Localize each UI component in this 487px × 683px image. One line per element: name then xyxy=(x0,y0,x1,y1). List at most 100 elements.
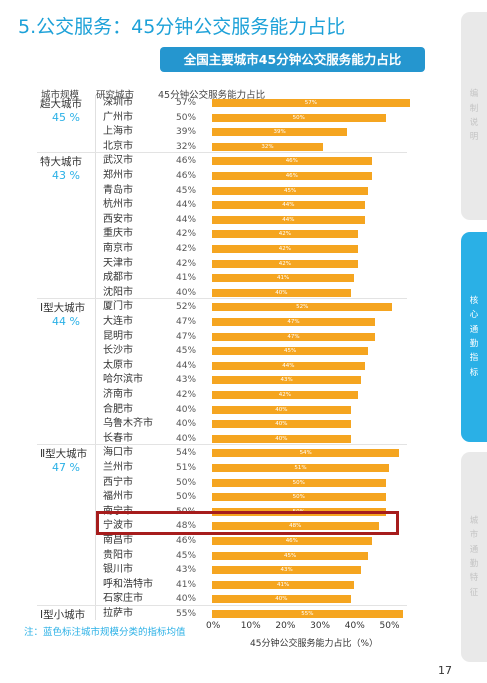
bar-data-label: 50% xyxy=(292,479,305,486)
city-name: 南昌市 xyxy=(103,535,133,546)
city-name: 南京市 xyxy=(103,243,133,254)
value-label: 40% xyxy=(176,287,197,298)
bar: 50% xyxy=(212,493,386,502)
value-label: 41% xyxy=(176,579,197,590)
bar-data-label: 47% xyxy=(287,319,300,325)
value-label: 41% xyxy=(176,273,197,284)
city-name: 西宁市 xyxy=(103,476,133,488)
bar-data-label: 57% xyxy=(304,100,317,106)
chart-row: 乌鲁木齐市 40% 40% xyxy=(0,417,420,431)
bar: 50% xyxy=(212,478,386,487)
bar-data-label: 46% xyxy=(285,173,298,179)
city-name: 太原市 xyxy=(103,359,133,371)
city-name: 大连市 xyxy=(103,316,133,327)
chart-row: 天津市 42% 42% xyxy=(0,257,420,271)
chart-row: 银川市 43% 43% xyxy=(0,563,420,577)
x-axis-title: 45分钟公交服务能力占比（%） xyxy=(250,639,379,649)
bar: 40% xyxy=(212,420,351,429)
city-scale-label: 超大城市 xyxy=(40,98,82,110)
header-city: 研究城市 xyxy=(96,90,135,101)
bar-data-label: 50% xyxy=(292,114,305,121)
chart-row: 济南市 42% 42% xyxy=(0,388,420,402)
value-label: 40% xyxy=(176,419,197,430)
city-name: 郑州市 xyxy=(103,170,133,181)
chart-row: 广州市 50% 50% xyxy=(0,111,420,125)
chart-row: 昆明市 47% 47% xyxy=(0,330,420,344)
city-name: 天津市 xyxy=(103,257,133,269)
chart-row: 深圳市 57% 57% xyxy=(0,96,420,110)
side-tab-label: 城市通勤特征 xyxy=(469,515,479,598)
value-label: 50% xyxy=(176,492,197,503)
side-tab[interactable]: 编制说明 xyxy=(461,12,487,220)
bar: 40% xyxy=(212,434,351,443)
city-name: 长沙市 xyxy=(103,345,133,357)
value-label: 48% xyxy=(176,521,197,532)
bar: 46% xyxy=(212,537,372,545)
chart-row: 海口市 54% 54% xyxy=(0,446,420,460)
bar-data-label: 51% xyxy=(294,465,307,471)
value-label: 52% xyxy=(176,302,197,313)
city-name: 沈阳市 xyxy=(103,286,133,298)
city-name: 青岛市 xyxy=(103,184,133,196)
value-label: 45% xyxy=(176,346,197,357)
chart-row: 宁波市 48% 48% xyxy=(0,519,420,533)
chart-row: 武汉市 46% 46% xyxy=(0,154,420,168)
bar-data-label: 39% xyxy=(273,129,286,136)
chart-row: 贵阳市 45% 45% xyxy=(0,549,420,563)
city-name: 合肥市 xyxy=(103,403,133,415)
x-tick-label: 10% xyxy=(240,621,261,631)
bar-data-label: 43% xyxy=(280,567,293,574)
bar-data-label: 40% xyxy=(275,596,288,603)
bar: 43% xyxy=(212,566,362,575)
bar: 46% xyxy=(212,172,372,180)
bar: 47% xyxy=(212,318,376,326)
bar-data-label: 40% xyxy=(275,435,288,442)
bar: 41% xyxy=(212,580,355,589)
bar: 55% xyxy=(212,610,403,618)
chart-row: 太原市 44% 44% xyxy=(0,359,420,373)
city-name: 杭州市 xyxy=(103,199,133,211)
city-name: 福州市 xyxy=(103,491,133,503)
header-value: 45分钟公交服务能力占比 xyxy=(158,90,266,101)
chart-row: 长春市 40% 40% xyxy=(0,432,420,446)
bar: 50% xyxy=(212,113,386,122)
value-label: 44% xyxy=(176,200,197,211)
value-label: 57% xyxy=(176,98,197,108)
bar: 45% xyxy=(212,347,369,356)
city-name: 呼和浩特市 xyxy=(103,578,153,590)
group-separator xyxy=(37,152,407,154)
city-scale-average: 44 % xyxy=(52,315,80,329)
city-name: 宁波市 xyxy=(103,520,133,532)
x-tick-label: 30% xyxy=(310,621,331,631)
city-name: 广州市 xyxy=(103,111,133,123)
bar: 39% xyxy=(212,128,348,137)
group-separator xyxy=(37,444,407,446)
bar: 47% xyxy=(212,332,376,341)
chart-title: 全国主要城市45分钟公交服务能力占比 xyxy=(160,47,425,72)
side-tab-label: 编制说明 xyxy=(469,89,479,143)
chart-row: 兰州市 51% 51% xyxy=(0,461,420,475)
bar-data-label: 52% xyxy=(296,304,309,311)
bar-data-label: 46% xyxy=(285,158,298,165)
bar-data-label: 42% xyxy=(278,246,291,252)
city-scale-label: Ⅰ型大城市 xyxy=(40,302,86,315)
value-label: 40% xyxy=(176,404,197,415)
bar-data-label: 55% xyxy=(301,611,314,617)
value-label: 50% xyxy=(176,112,197,123)
value-label: 44% xyxy=(176,214,197,225)
value-label: 47% xyxy=(176,331,197,342)
city-scale-label: 特大城市 xyxy=(40,156,82,169)
side-tab[interactable]: 核心通勤指标 xyxy=(461,232,487,442)
bar: 42% xyxy=(212,245,358,253)
city-name: 济南市 xyxy=(103,389,133,400)
city-name: 乌鲁木齐市 xyxy=(103,418,153,430)
side-tab[interactable]: 城市通勤特征 xyxy=(461,452,487,662)
chart-row: 石家庄市 40% 40% xyxy=(0,592,420,606)
value-label: 40% xyxy=(176,433,197,444)
chart-row: 沈阳市 40% 40% xyxy=(0,286,420,300)
value-label: 45% xyxy=(176,185,197,196)
bar-data-label: 42% xyxy=(278,392,291,398)
city-name: 上海市 xyxy=(103,126,133,138)
value-label: 55% xyxy=(176,609,197,619)
x-tick-label: 50% xyxy=(379,621,400,631)
